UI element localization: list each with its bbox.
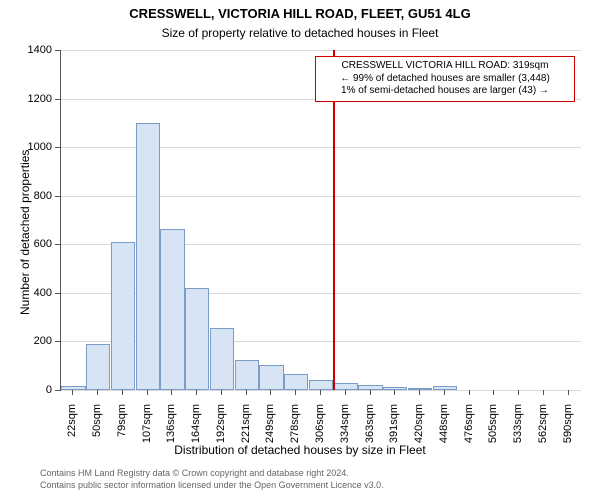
histogram-bar — [185, 288, 209, 390]
ytick-mark — [55, 341, 60, 342]
xtick-label: 505sqm — [487, 404, 499, 454]
annotation-line: 1% of semi-detached houses are larger (4… — [322, 85, 568, 98]
ytick-label: 800 — [0, 190, 52, 202]
ytick-mark — [55, 244, 60, 245]
histogram-bar — [334, 383, 358, 390]
ytick-label: 600 — [0, 238, 52, 250]
xtick-label: 221sqm — [240, 404, 252, 454]
xtick-mark — [122, 390, 123, 395]
annotation-line: ← 99% of detached houses are smaller (3,… — [322, 73, 568, 86]
xtick-label: 278sqm — [289, 404, 301, 454]
footer-line-1: Contains HM Land Registry data © Crown c… — [40, 468, 384, 480]
ytick-mark — [55, 147, 60, 148]
xtick-mark — [246, 390, 247, 395]
histogram-bar — [235, 360, 259, 390]
xtick-label: 420sqm — [413, 404, 425, 454]
xtick-mark — [543, 390, 544, 395]
xtick-label: 249sqm — [264, 404, 276, 454]
xtick-mark — [196, 390, 197, 395]
xtick-label: 391sqm — [388, 404, 400, 454]
ytick-label: 200 — [0, 335, 52, 347]
xtick-mark — [419, 390, 420, 395]
xtick-label: 334sqm — [339, 404, 351, 454]
xtick-mark — [345, 390, 346, 395]
ytick-mark — [55, 390, 60, 391]
gridline-h — [61, 50, 581, 51]
xtick-mark — [97, 390, 98, 395]
xtick-mark — [568, 390, 569, 395]
xtick-mark — [221, 390, 222, 395]
ytick-mark — [55, 99, 60, 100]
histogram-bar — [259, 365, 283, 391]
histogram-bar — [210, 328, 234, 390]
ytick-mark — [55, 293, 60, 294]
xtick-label: 22sqm — [66, 404, 78, 454]
ytick-mark — [55, 196, 60, 197]
xtick-label: 192sqm — [215, 404, 227, 454]
ytick-label: 1400 — [0, 44, 52, 56]
xtick-label: 164sqm — [190, 404, 202, 454]
xtick-label: 363sqm — [364, 404, 376, 454]
xtick-mark — [444, 390, 445, 395]
ytick-label: 1200 — [0, 93, 52, 105]
xtick-mark — [147, 390, 148, 395]
plot-area: CRESSWELL VICTORIA HILL ROAD: 319sqm← 99… — [60, 50, 581, 391]
chart-title: CRESSWELL, VICTORIA HILL ROAD, FLEET, GU… — [0, 6, 600, 21]
annotation-box: CRESSWELL VICTORIA HILL ROAD: 319sqm← 99… — [315, 56, 575, 102]
histogram-bar — [111, 242, 135, 390]
xtick-label: 562sqm — [537, 404, 549, 454]
xtick-mark — [72, 390, 73, 395]
chart-container: { "title": { "main": "CRESSWELL, VICTORI… — [0, 0, 600, 500]
ytick-label: 400 — [0, 287, 52, 299]
xtick-label: 590sqm — [562, 404, 574, 454]
xtick-label: 533sqm — [512, 404, 524, 454]
histogram-bar — [433, 386, 457, 390]
histogram-bar — [136, 123, 160, 390]
ytick-label: 0 — [0, 384, 52, 396]
xtick-label: 306sqm — [314, 404, 326, 454]
histogram-bar — [160, 229, 184, 391]
histogram-bar — [309, 380, 333, 390]
xtick-label: 448sqm — [438, 404, 450, 454]
xtick-label: 107sqm — [141, 404, 153, 454]
gridline-h — [61, 390, 581, 391]
xtick-mark — [518, 390, 519, 395]
xtick-mark — [295, 390, 296, 395]
xtick-mark — [320, 390, 321, 395]
chart-subtitle: Size of property relative to detached ho… — [0, 26, 600, 40]
xtick-mark — [171, 390, 172, 395]
xtick-mark — [469, 390, 470, 395]
ytick-label: 1000 — [0, 141, 52, 153]
xtick-mark — [370, 390, 371, 395]
xtick-label: 136sqm — [165, 404, 177, 454]
xtick-label: 50sqm — [91, 404, 103, 454]
annotation-line: CRESSWELL VICTORIA HILL ROAD: 319sqm — [322, 60, 568, 73]
footer-attribution: Contains HM Land Registry data © Crown c… — [40, 468, 384, 491]
xtick-mark — [394, 390, 395, 395]
xtick-mark — [270, 390, 271, 395]
xtick-label: 476sqm — [463, 404, 475, 454]
footer-line-2: Contains public sector information licen… — [40, 480, 384, 492]
histogram-bar — [284, 374, 308, 390]
xtick-mark — [493, 390, 494, 395]
xtick-label: 79sqm — [116, 404, 128, 454]
ytick-mark — [55, 50, 60, 51]
histogram-bar — [86, 344, 110, 390]
